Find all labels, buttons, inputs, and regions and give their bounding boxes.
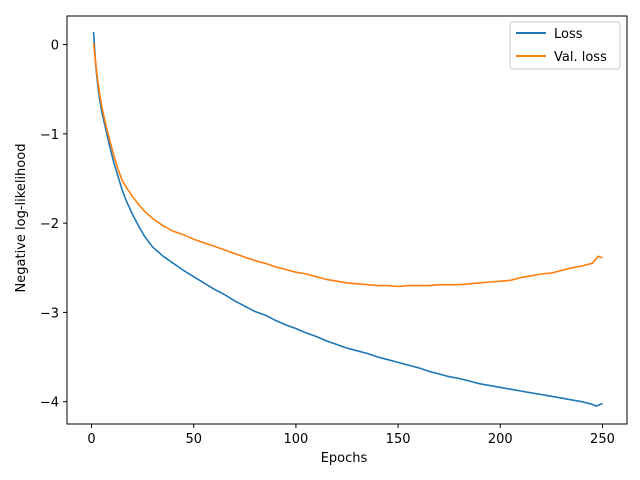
x-axis: 0 50 100 150 200 250 xyxy=(87,424,615,447)
y-tick-label: −3 xyxy=(40,306,59,321)
series-line-val-loss xyxy=(92,42,603,288)
x-axis-label: Epochs xyxy=(321,451,368,466)
x-tick-label: 150 xyxy=(386,432,411,447)
y-axis-label: Negative log-likelihood xyxy=(14,144,29,293)
legend-label-loss: Loss xyxy=(554,27,583,42)
legend: Loss Val. loss xyxy=(509,21,621,70)
x-tick-label: 50 xyxy=(185,432,202,447)
x-tick-label: 0 xyxy=(87,432,95,447)
x-tick-label: 200 xyxy=(488,432,513,447)
legend-label-val-loss: Val. loss xyxy=(554,50,607,65)
y-tick-label: −2 xyxy=(40,217,59,232)
plot-lines xyxy=(92,32,603,407)
y-tick-label: −4 xyxy=(40,396,59,411)
y-tick-label: −1 xyxy=(40,128,59,143)
y-axis: 0 −1 −2 −3 −4 xyxy=(40,39,67,411)
plot-frame xyxy=(66,15,628,425)
y-tick-label: 0 xyxy=(51,39,59,54)
x-tick-label: 100 xyxy=(283,432,308,447)
series-line-loss xyxy=(92,32,603,407)
x-tick-label: 250 xyxy=(590,432,615,447)
